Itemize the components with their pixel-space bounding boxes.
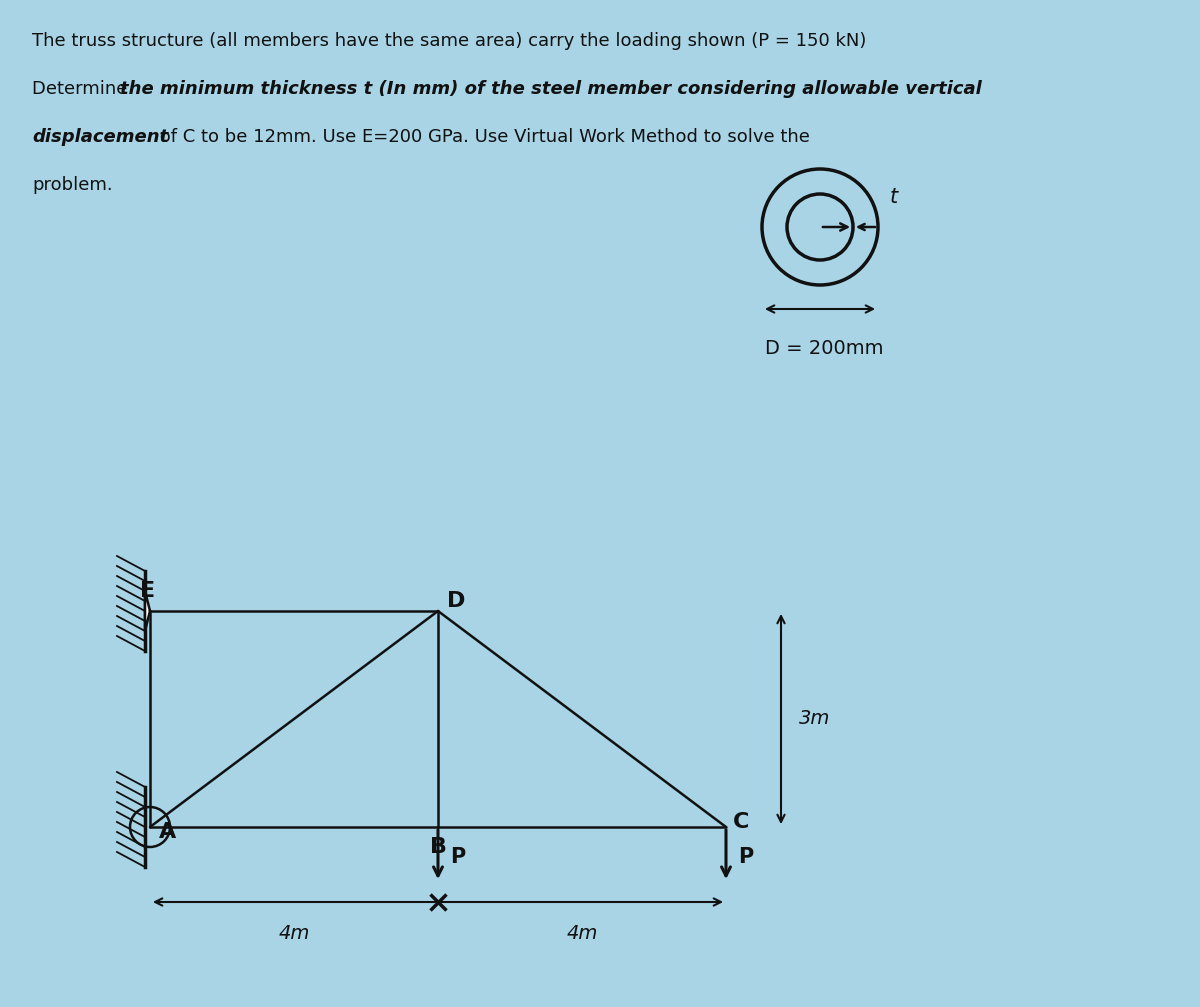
Text: E: E xyxy=(140,581,156,601)
Text: C: C xyxy=(733,812,749,832)
Text: t: t xyxy=(890,187,898,207)
Text: the minimum thickness t (In mm) of the steel member considering allowable vertic: the minimum thickness t (In mm) of the s… xyxy=(120,80,982,98)
Text: 3m: 3m xyxy=(799,710,830,728)
Polygon shape xyxy=(145,591,150,631)
Text: displacement: displacement xyxy=(32,128,168,146)
Text: problem.: problem. xyxy=(32,176,113,194)
Text: P: P xyxy=(738,847,754,867)
Text: The truss structure (all members have the same area) carry the loading shown (P : The truss structure (all members have th… xyxy=(32,32,866,50)
Text: D = 200mm: D = 200mm xyxy=(766,339,883,358)
Text: A: A xyxy=(160,822,176,842)
Text: Determine: Determine xyxy=(32,80,133,98)
Text: D: D xyxy=(446,591,466,611)
Text: P: P xyxy=(450,847,466,867)
Text: 4m: 4m xyxy=(566,924,598,943)
Text: of C to be 12mm. Use E=200 GPa. Use Virtual Work Method to solve the: of C to be 12mm. Use E=200 GPa. Use Virt… xyxy=(154,128,810,146)
Text: 4m: 4m xyxy=(278,924,310,943)
Text: B: B xyxy=(430,837,446,857)
